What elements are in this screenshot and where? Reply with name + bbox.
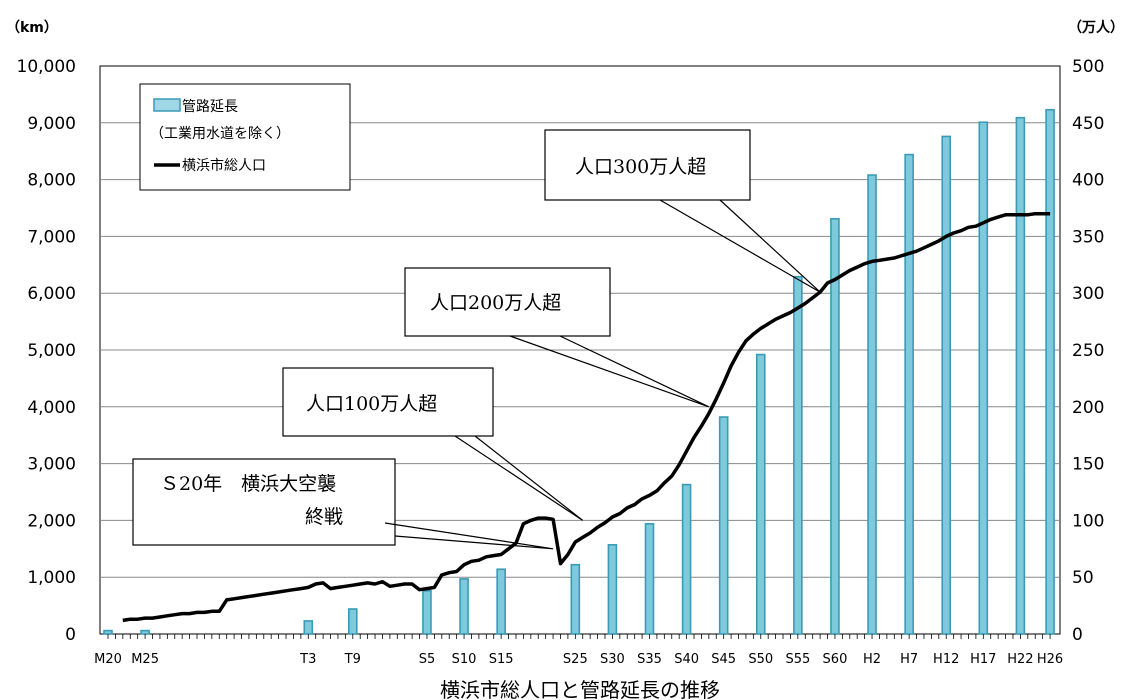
- series-line-population: [122, 211, 1051, 623]
- y-axis-right: 0 50 100 150 200 250 300 350 400 450 500: [1072, 57, 1104, 645]
- bar: [644, 523, 655, 635]
- y-tick-label-right: 350: [1072, 227, 1104, 247]
- legend-label-population: 横浜市総人口: [182, 157, 266, 174]
- callout-300-box: [544, 129, 751, 201]
- bars-layer: [103, 108, 1055, 635]
- callout-airraid: Ｓ20年 横浜大空襲 終戦: [132, 458, 554, 550]
- chart-title: 横浜市総人口と管路延長の推移: [440, 678, 720, 700]
- callout-300-pointer: [659, 199, 821, 293]
- x-tick-label: S55: [785, 652, 810, 667]
- bar: [607, 544, 618, 635]
- callout-100-box: [282, 367, 494, 437]
- bar: [496, 568, 506, 635]
- y-tick-label-left: 2,000: [27, 511, 76, 531]
- y-tick-label-right: 400: [1072, 171, 1104, 191]
- callout-100: 人口100万人超: [282, 367, 584, 521]
- bar: [755, 353, 766, 635]
- bar: [459, 578, 469, 635]
- y-tick-label-left: 9,000: [27, 114, 76, 134]
- y-tick-label-left: 8,000: [27, 171, 76, 191]
- bar: [904, 153, 914, 635]
- bar: [793, 275, 803, 635]
- callout-200-text: 人口200万人超: [430, 292, 561, 314]
- y-tick-label-left: 7,000: [27, 227, 76, 247]
- y-tick-label-left: 3,000: [27, 455, 76, 475]
- x-tick-label: S45: [711, 652, 736, 667]
- legend-label-pipeline: 管路延長: [182, 99, 238, 115]
- bar: [978, 121, 989, 635]
- callout-200-pointer: [509, 335, 710, 408]
- legend-swatch-bar: [153, 98, 181, 112]
- callout-airraid-text-line1: Ｓ20年 横浜大空襲: [160, 473, 336, 495]
- x-tick-label: M25: [131, 652, 159, 667]
- x-tick-label: H12: [933, 652, 959, 667]
- y-tick-label-right: 450: [1072, 114, 1104, 134]
- bar: [140, 629, 150, 635]
- bar: [718, 416, 729, 635]
- bar: [941, 135, 952, 635]
- callout-100-text: 人口100万人超: [306, 393, 437, 415]
- y-tick-label-left: 1,000: [27, 568, 76, 588]
- callout-300-text: 人口300万人超: [575, 156, 706, 178]
- x-tick-label: H22: [1007, 652, 1033, 667]
- y-tick-label-left: 6,000: [27, 284, 76, 304]
- callout-300: 人口300万人超: [544, 129, 821, 293]
- y-tick-label-right: 500: [1072, 57, 1104, 77]
- x-tick-label: S50: [748, 652, 773, 667]
- y-tick-label-right: 250: [1072, 341, 1104, 361]
- callout-100-pointer: [454, 435, 584, 521]
- x-tick-label: S40: [674, 652, 699, 667]
- y-tick-label-right: 150: [1072, 455, 1104, 475]
- y-tick-label-right: 100: [1072, 511, 1104, 531]
- callout-200: 人口200万人超: [404, 267, 710, 408]
- bar: [1045, 108, 1055, 635]
- legend: 管路延長 （工業用水道を除く） 横浜市総人口: [139, 83, 351, 191]
- x-tick-label: H2: [863, 652, 881, 667]
- x-tick-label: M20: [94, 652, 122, 667]
- left-axis-unit: （km）: [6, 20, 58, 36]
- x-tick-label: S5: [419, 652, 436, 667]
- bar: [347, 608, 358, 635]
- bar: [422, 590, 432, 635]
- y-tick-label-left: 4,000: [27, 398, 76, 418]
- x-tick-label: S60: [823, 652, 848, 667]
- x-tick-label: H17: [970, 652, 996, 667]
- callout-airraid-pointer: [384, 522, 554, 550]
- x-tick-label: S30: [600, 652, 625, 667]
- x-axis-ticks: [107, 634, 1051, 639]
- bar: [103, 629, 113, 635]
- x-axis-labels: M20 M25 T3 T9 S5 S10 S15 S25 S30 S35 S40 S45 S50 S55 S…: [94, 652, 1063, 667]
- y-tick-label-right: 200: [1072, 398, 1104, 418]
- x-tick-label: S10: [452, 652, 477, 667]
- bar: [303, 620, 314, 635]
- x-tick-label: S35: [637, 652, 662, 667]
- bar: [867, 174, 877, 635]
- y-tick-label-left: 10,000: [17, 57, 76, 77]
- y-tick-label-left: 0: [65, 625, 76, 645]
- x-tick-label: T9: [344, 652, 361, 667]
- x-tick-label: S15: [489, 652, 514, 667]
- y-tick-label-right: 300: [1072, 284, 1104, 304]
- bar: [681, 483, 692, 635]
- callout-airraid-box: [132, 458, 396, 546]
- callout-airraid-text-line2: 終戦: [305, 506, 343, 528]
- callout-200-box: [404, 267, 611, 337]
- x-tick-label: H7: [900, 652, 918, 667]
- y-tick-label-right: 0: [1072, 625, 1083, 645]
- y-axis-left: 0 1,000 2,000 3,000 4,000 5,000 6,000 7,000 8,00…: [17, 57, 76, 645]
- y-tick-label-right: 50: [1072, 568, 1094, 588]
- x-tick-label: H26: [1037, 652, 1063, 667]
- bar: [1015, 116, 1026, 635]
- y-tick-label-left: 5,000: [27, 341, 76, 361]
- x-tick-label: T3: [299, 652, 316, 667]
- legend-note-pipeline: （工業用水道を除く）: [150, 126, 290, 142]
- right-axis-unit: （万人）: [1068, 19, 1124, 36]
- x-tick-label: S25: [563, 652, 588, 667]
- bar: [570, 563, 581, 635]
